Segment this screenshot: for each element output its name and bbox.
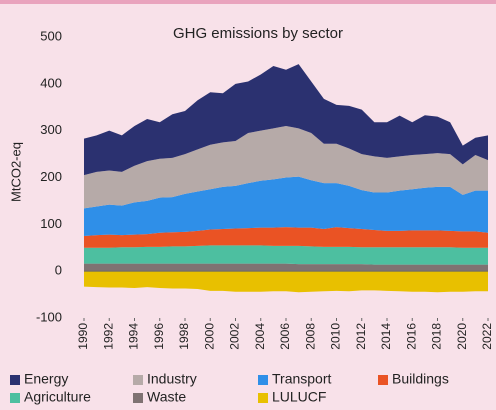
y-tick-label: 400 — [40, 75, 62, 90]
x-tick-label: 2014 — [379, 323, 393, 350]
x-tick-label: 1994 — [127, 323, 141, 350]
area — [84, 64, 488, 176]
x-tick-label: 2020 — [455, 323, 469, 350]
y-tick-label: 0 — [55, 263, 62, 278]
chart-title: GHG emissions by sector — [173, 25, 343, 42]
legend-label: Energy — [24, 371, 68, 387]
y-tick-label: 300 — [40, 122, 62, 137]
x-tick-label: 1996 — [152, 323, 166, 350]
legend-label: Agriculture — [24, 389, 91, 405]
x-tick-label: 2008 — [303, 323, 317, 350]
area — [84, 125, 488, 209]
legend-label: Industry — [147, 371, 197, 387]
x-tick-label: 1990 — [76, 323, 90, 350]
y-tick-label: -100 — [36, 309, 62, 324]
area — [84, 263, 488, 272]
legend-swatch — [258, 375, 268, 385]
area — [84, 176, 488, 237]
x-tick-label: 1998 — [177, 323, 191, 350]
legend-label: Waste — [147, 389, 186, 405]
legend-swatch — [10, 393, 20, 403]
top-strip — [0, 0, 496, 4]
x-tick-label: 2010 — [329, 323, 343, 350]
x-tick-label: 2002 — [228, 323, 242, 350]
x-tick-label: 2004 — [253, 323, 267, 350]
legend-swatch — [10, 375, 20, 385]
area — [84, 271, 488, 293]
y-tick-label: 100 — [40, 216, 62, 231]
legend-swatch — [133, 375, 143, 385]
x-tick-label: 1992 — [101, 323, 115, 350]
x-tick-label: 2018 — [430, 323, 444, 350]
legend-swatch — [258, 393, 268, 403]
legend-swatch — [133, 393, 143, 403]
legend-swatch — [378, 375, 388, 385]
x-tick-label: 2000 — [202, 323, 216, 350]
x-tick-label: 2012 — [354, 323, 368, 350]
legend-label: Buildings — [392, 371, 449, 387]
legend-label: Transport — [272, 371, 332, 387]
x-tick-label: 2022 — [480, 323, 494, 350]
x-tick-label: 2006 — [278, 323, 292, 350]
x-tick-label: 2016 — [404, 323, 418, 350]
y-tick-label: 200 — [40, 169, 62, 184]
y-tick-label: 500 — [40, 28, 62, 43]
area — [84, 245, 488, 265]
area — [84, 227, 488, 248]
legend-label: LULUCF — [272, 389, 326, 405]
y-axis-label: MtCO2-eq — [8, 142, 23, 202]
